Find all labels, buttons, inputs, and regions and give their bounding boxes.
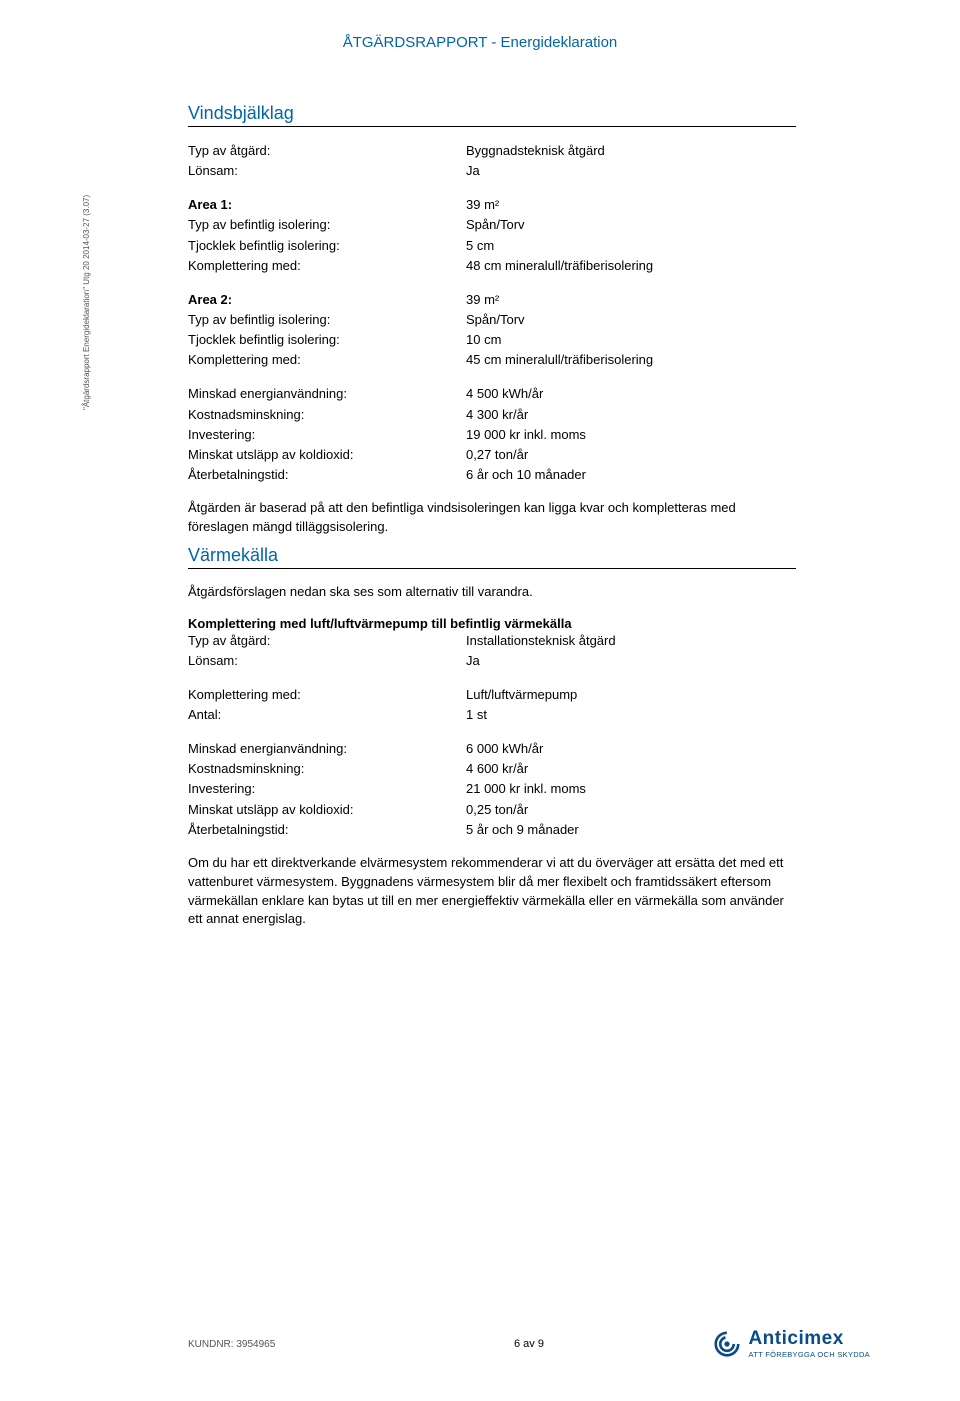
kv-row: Lönsam: Ja xyxy=(188,651,796,671)
kv-label: Minskad energianvändning: xyxy=(188,384,466,404)
kv-row: Minskad energianvändning: 4 500 kWh/år xyxy=(188,384,796,404)
kv-row: Kostnadsminskning: 4 300 kr/år xyxy=(188,405,796,425)
kv-row: Tjocklek befintlig isolering: 5 cm xyxy=(188,236,796,256)
kv-label: Tjocklek befintlig isolering: xyxy=(188,330,466,350)
kv-label: Typ av åtgärd: xyxy=(188,141,466,161)
kv-value: 10 cm xyxy=(466,330,796,350)
logo-name: Anticimex xyxy=(748,1329,870,1348)
kv-label: Typ av åtgärd: xyxy=(188,631,466,651)
kv-value: Byggnadsteknisk åtgärd xyxy=(466,141,796,161)
kv-block: Minskad energianvändning: 6 000 kWh/år K… xyxy=(188,739,796,840)
section2-subheading: Komplettering med luft/luftvärmepump til… xyxy=(188,616,796,631)
kv-label: Lönsam: xyxy=(188,651,466,671)
kv-value: 48 cm mineralull/träfiberisolering xyxy=(466,256,796,276)
kv-label: Återbetalningstid: xyxy=(188,465,466,485)
kv-value: 5 år och 9 månader xyxy=(466,820,796,840)
kv-row: Lönsam: Ja xyxy=(188,161,796,181)
kv-row: Tjocklek befintlig isolering: 10 cm xyxy=(188,330,796,350)
kv-value: 5 cm xyxy=(466,236,796,256)
kv-value: 45 cm mineralull/träfiberisolering xyxy=(466,350,796,370)
kv-label: Minskad energianvändning: xyxy=(188,739,466,759)
kv-value: Ja xyxy=(466,651,796,671)
kv-label: Komplettering med: xyxy=(188,350,466,370)
section-heading-vindsbjalklag: Vindsbjälklag xyxy=(188,103,796,127)
kv-label: Kostnadsminskning: xyxy=(188,759,466,779)
kv-block: Komplettering med: Luft/luftvärmepump An… xyxy=(188,685,796,725)
kv-value: 4 300 kr/år xyxy=(466,405,796,425)
kv-block: Area 1: 39 m² Typ av befintlig isolering… xyxy=(188,195,796,276)
kv-row: Typ av åtgärd: Byggnadsteknisk åtgärd xyxy=(188,141,796,161)
kv-value: 6 år och 10 månader xyxy=(466,465,796,485)
kv-value: 4 600 kr/år xyxy=(466,759,796,779)
kv-label: Lönsam: xyxy=(188,161,466,181)
anticimex-logo: Anticimex ATT FÖREBYGGA OCH SKYDDA xyxy=(712,1329,870,1359)
kv-value: 19 000 kr inkl. moms xyxy=(466,425,796,445)
kv-row: Komplettering med: Luft/luftvärmepump xyxy=(188,685,796,705)
vertical-meta-text: "Åtgärdsrapport Energideklaration" Utg 2… xyxy=(82,195,91,410)
kv-label: Investering: xyxy=(188,779,466,799)
kv-value: Installationsteknisk åtgärd xyxy=(466,631,796,651)
kv-block: Area 2: 39 m² Typ av befintlig isolering… xyxy=(188,290,796,371)
kv-value: Luft/luftvärmepump xyxy=(466,685,796,705)
kv-label: Antal: xyxy=(188,705,466,725)
kv-label: Tjocklek befintlig isolering: xyxy=(188,236,466,256)
kv-row: Komplettering med: 45 cm mineralull/träf… xyxy=(188,350,796,370)
logo-tagline: ATT FÖREBYGGA OCH SKYDDA xyxy=(748,1351,870,1359)
kv-row: Area 1: 39 m² xyxy=(188,195,796,215)
area-2-value: 39 m² xyxy=(466,290,796,310)
kv-row: Komplettering med: 48 cm mineralull/träf… xyxy=(188,256,796,276)
footer-page-number: 6 av 9 xyxy=(415,1338,642,1350)
kv-block: Minskad energianvändning: 4 500 kWh/år K… xyxy=(188,384,796,485)
main-content: Vindsbjälklag Typ av åtgärd: Byggnadstek… xyxy=(188,95,796,937)
section2-note: Om du har ett direktverkande elvärmesyst… xyxy=(188,854,796,929)
kv-label: Typ av befintlig isolering: xyxy=(188,215,466,235)
kv-value: 0,25 ton/år xyxy=(466,800,796,820)
swirl-icon xyxy=(712,1329,742,1359)
kv-label: Komplettering med: xyxy=(188,685,466,705)
kv-value: 6 000 kWh/år xyxy=(466,739,796,759)
kv-label: Typ av befintlig isolering: xyxy=(188,310,466,330)
kv-row: Antal: 1 st xyxy=(188,705,796,725)
kv-row: Typ av åtgärd: Installationsteknisk åtgä… xyxy=(188,631,796,651)
kv-row: Minskat utsläpp av koldioxid: 0,25 ton/å… xyxy=(188,800,796,820)
kv-row: Typ av befintlig isolering: Spån/Torv xyxy=(188,310,796,330)
page-footer: KUNDNR: 3954965 6 av 9 Anticimex ATT FÖR… xyxy=(188,1329,870,1359)
section-heading-varmekalla: Värmekälla xyxy=(188,545,796,569)
area-1-value: 39 m² xyxy=(466,195,796,215)
kv-row: Minskat utsläpp av koldioxid: 0,27 ton/å… xyxy=(188,445,796,465)
kv-block: Typ av åtgärd: Installationsteknisk åtgä… xyxy=(188,631,796,671)
section1-note: Åtgärden är baserad på att den befintlig… xyxy=(188,499,796,537)
kv-label: Komplettering med: xyxy=(188,256,466,276)
kv-value: Ja xyxy=(466,161,796,181)
kv-row: Typ av befintlig isolering: Spån/Torv xyxy=(188,215,796,235)
report-title: ÅTGÄRDSRAPPORT - Energideklaration xyxy=(0,34,960,51)
kv-row: Återbetalningstid: 5 år och 9 månader xyxy=(188,820,796,840)
kv-value: 21 000 kr inkl. moms xyxy=(466,779,796,799)
kv-value: Spån/Torv xyxy=(466,310,796,330)
section2-intro: Åtgärdsförslagen nedan ska ses som alter… xyxy=(188,583,796,602)
kv-label: Minskat utsläpp av koldioxid: xyxy=(188,800,466,820)
kv-value: 1 st xyxy=(466,705,796,725)
kv-row: Återbetalningstid: 6 år och 10 månader xyxy=(188,465,796,485)
kv-block: Typ av åtgärd: Byggnadsteknisk åtgärd Lö… xyxy=(188,141,796,181)
kv-row: Investering: 19 000 kr inkl. moms xyxy=(188,425,796,445)
footer-kundnr: KUNDNR: 3954965 xyxy=(188,1339,415,1350)
kv-label: Minskat utsläpp av koldioxid: xyxy=(188,445,466,465)
kv-row: Area 2: 39 m² xyxy=(188,290,796,310)
kv-row: Minskad energianvändning: 6 000 kWh/år xyxy=(188,739,796,759)
kv-row: Kostnadsminskning: 4 600 kr/år xyxy=(188,759,796,779)
kv-label: Återbetalningstid: xyxy=(188,820,466,840)
kv-row: Investering: 21 000 kr inkl. moms xyxy=(188,779,796,799)
kv-label: Investering: xyxy=(188,425,466,445)
kv-value: 4 500 kWh/år xyxy=(466,384,796,404)
area-1-label: Area 1: xyxy=(188,195,466,215)
kv-value: 0,27 ton/år xyxy=(466,445,796,465)
logo-text: Anticimex ATT FÖREBYGGA OCH SKYDDA xyxy=(748,1329,870,1359)
kv-label: Kostnadsminskning: xyxy=(188,405,466,425)
area-2-label: Area 2: xyxy=(188,290,466,310)
footer-logo-wrap: Anticimex ATT FÖREBYGGA OCH SKYDDA xyxy=(643,1329,870,1359)
kv-value: Spån/Torv xyxy=(466,215,796,235)
